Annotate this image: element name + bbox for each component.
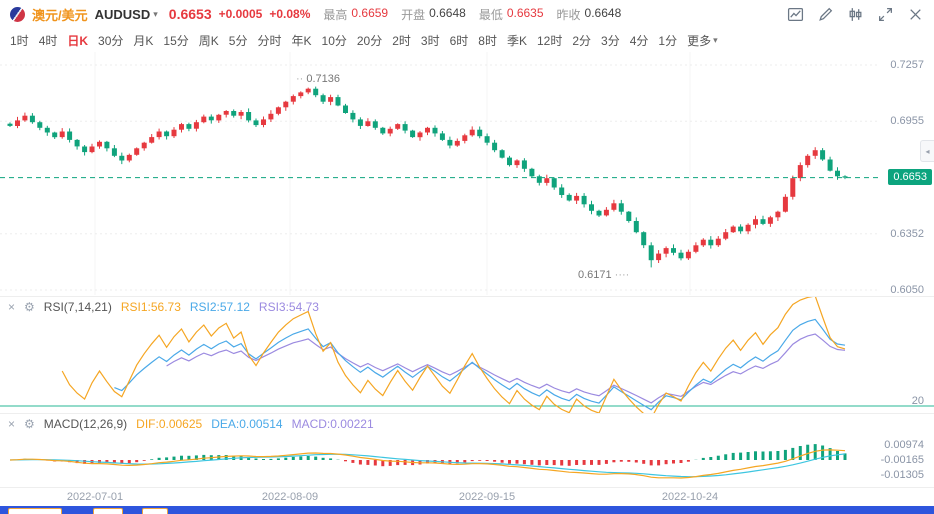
timeframe-button[interactable]: 月K: [133, 33, 154, 48]
y-axis-label: 0.6352: [890, 228, 924, 240]
macd-panel: × ⚙ MACD(12,26,9) DIF:0.00625 DEA:0.0051…: [0, 413, 934, 487]
symbol-selector[interactable]: AUDUSD ▾: [95, 7, 158, 22]
rsi-title: RSI(7,14,21): [43, 300, 112, 314]
main-chart-panel: 0.7257 0.6955 0.6653 0.6352 0.6050 0.713…: [0, 52, 934, 296]
macd-axis-label: -0.01305: [880, 469, 924, 481]
partial-button[interactable]: [8, 508, 62, 514]
stat-value: 0.6635: [506, 5, 544, 20]
current-price-badge: 0.6653: [888, 169, 932, 185]
rsi3-value: RSI3:54.73: [258, 300, 319, 314]
timeframe-button[interactable]: 30分: [98, 33, 124, 48]
timeframe-button[interactable]: 2分: [572, 33, 592, 48]
stat-label: 开盘: [401, 7, 426, 22]
macd-value: MACD:0.00221: [291, 417, 374, 431]
stat-label: 最低: [478, 7, 503, 22]
stat-high: 最高 0.6659: [323, 6, 388, 23]
macd-title: MACD(12,26,9): [43, 417, 128, 431]
timeframe-button[interactable]: 4分: [629, 33, 649, 48]
last-price: 0.6653: [168, 6, 212, 22]
more-label: 更多: [687, 33, 712, 48]
timeframe-button[interactable]: 2时: [392, 33, 411, 48]
pair-name: 澳元/美元: [32, 7, 88, 23]
macd-svg[interactable]: [0, 414, 880, 488]
fullscreen-icon[interactable]: [877, 6, 894, 23]
timeframe-button[interactable]: 1分: [658, 33, 678, 48]
header-toolbar-icons: [787, 6, 924, 23]
indicator-settings-icon[interactable]: ⚙: [24, 300, 35, 314]
timeframe-button[interactable]: 周K: [198, 33, 219, 48]
price-change: +0.0005: [218, 7, 263, 21]
timeframe-button[interactable]: 3时: [420, 33, 440, 48]
timeframe-button[interactable]: 10分: [321, 33, 347, 48]
close-chart-icon[interactable]: [907, 6, 924, 23]
partial-button[interactable]: [93, 508, 123, 514]
macd-axis-label: -0.00165: [880, 454, 924, 466]
timeframe-button[interactable]: 3分: [601, 33, 620, 48]
stat-label: 最高: [323, 7, 348, 22]
page-background-strip: [0, 506, 934, 514]
timeframe-button[interactable]: 4时: [38, 33, 58, 48]
y-axis-label: 0.6955: [890, 115, 924, 127]
timeframe-button[interactable]: 8时: [478, 33, 497, 48]
timeframe-toolbar: 1时 4时 日K 30分 月K 15分 周K 5分 分时 年K 10分 20分 …: [0, 28, 934, 52]
rsi-level-label: 20: [911, 395, 924, 407]
chart-header: 澳元/美元 AUDUSD ▾ 0.6653 +0.0005 +0.08% 最高 …: [0, 0, 934, 28]
dea-value: DEA:0.00514: [211, 417, 283, 431]
symbol-label: AUDUSD: [94, 6, 151, 22]
chevron-down-icon: ▾: [153, 8, 158, 19]
x-axis-date: 2022-07-01: [66, 491, 124, 503]
timeframe-button[interactable]: 20分: [356, 33, 383, 48]
stat-low: 最低 0.6635: [479, 6, 544, 23]
timeframe-button[interactable]: 12时: [537, 33, 563, 48]
high-price-annotation: 0.7136: [296, 73, 340, 85]
rsi-svg[interactable]: [0, 297, 934, 414]
main-chart-svg[interactable]: [0, 52, 880, 295]
close-indicator-icon[interactable]: ×: [8, 300, 16, 314]
draw-tool-icon[interactable]: [817, 6, 834, 23]
x-axis: 2022-07-01 2022-08-09 2022-09-15 2022-10…: [0, 487, 934, 506]
timeframe-button[interactable]: 分时: [257, 33, 282, 48]
timeframe-button[interactable]: 15分: [163, 33, 189, 48]
y-axis-label: 0.6050: [890, 284, 924, 296]
rsi1-value: RSI1:56.73: [120, 300, 181, 314]
timeframe-button[interactable]: 6时: [449, 33, 469, 48]
x-axis-date: 2022-09-15: [458, 491, 516, 503]
close-indicator-icon[interactable]: ×: [8, 417, 16, 431]
dif-value: DIF:0.00625: [136, 417, 203, 431]
kline-style-icon[interactable]: [787, 6, 804, 23]
macd-header: × ⚙ MACD(12,26,9) DIF:0.00625 DEA:0.0051…: [8, 417, 374, 431]
more-timeframes-button[interactable]: 更多 ▾: [687, 32, 718, 49]
stat-label: 昨收: [556, 7, 581, 22]
indicator-settings-icon[interactable]: ⚙: [24, 417, 35, 431]
stat-value: 0.6648: [584, 5, 622, 20]
x-axis-date: 2022-10-24: [661, 491, 719, 503]
rsi-header: × ⚙ RSI(7,14,21) RSI1:56.73 RSI2:57.12 R…: [8, 300, 319, 314]
compare-icon[interactable]: [847, 6, 864, 23]
stat-prev-close: 昨收 0.6648: [557, 6, 622, 23]
stat-open: 开盘 0.6648: [401, 6, 466, 23]
chevron-down-icon: ▾: [713, 34, 718, 45]
timeframe-button[interactable]: 季K: [506, 33, 527, 48]
timeframe-button-active[interactable]: 日K: [67, 33, 89, 48]
rsi2-value: RSI2:57.12: [189, 300, 250, 314]
rsi-panel: × ⚙ RSI(7,14,21) RSI1:56.73 RSI2:57.12 R…: [0, 296, 934, 414]
timeframe-button[interactable]: 5分: [228, 33, 248, 48]
partial-button[interactable]: [142, 508, 168, 514]
stat-value: 0.6659: [351, 5, 389, 20]
aud-flag-icon: [10, 6, 25, 22]
stat-value: 0.6648: [429, 5, 466, 20]
x-axis-date: 2022-08-09: [261, 491, 319, 503]
macd-axis-label: 0.00974: [884, 439, 924, 451]
low-price-annotation: 0.6171: [578, 269, 629, 281]
collapse-axis-button[interactable]: ◂: [920, 140, 934, 162]
price-change-pct: +0.08%: [269, 7, 311, 21]
timeframe-button[interactable]: 1时: [10, 33, 29, 48]
timeframe-button[interactable]: 年K: [291, 33, 312, 48]
y-axis-label: 0.7257: [890, 59, 924, 71]
